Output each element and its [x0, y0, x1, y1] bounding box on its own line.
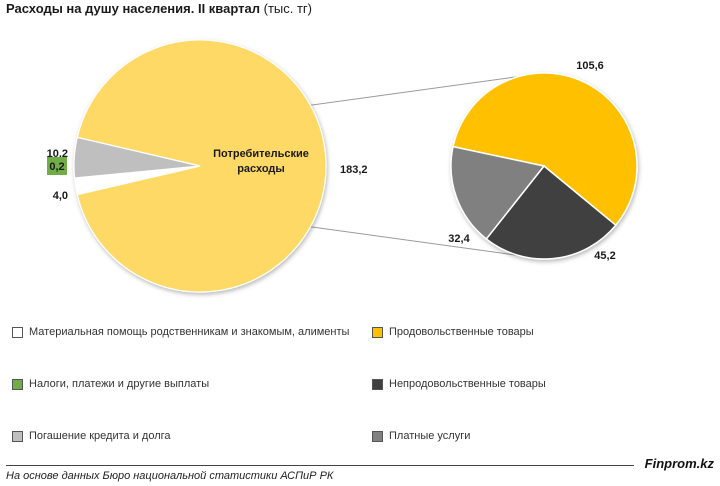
legend-item-food: Продовольственные товары — [372, 326, 534, 338]
legend-item-loan: Погашение кредита и долга — [12, 430, 171, 442]
data-label-nonfood: 45,2 — [594, 250, 615, 262]
data-label-material-help: 4,0 — [53, 190, 68, 202]
legend-label: Материальная помощь родственникам и знак… — [29, 326, 350, 338]
legend-label: Продовольственные товары — [389, 326, 534, 338]
legend-swatch — [12, 326, 23, 338]
sub-pie-slice — [450, 145, 546, 241]
chart-title: Расходы на душу населения. II квартал (т… — [6, 1, 312, 16]
legend-item-material-help: Материальная помощь родственникам и знак… — [12, 326, 349, 338]
legend-item-taxes: Налоги, платежи и другие выплаты — [12, 378, 209, 390]
legend-swatch — [372, 326, 383, 338]
data-label-consumer: 183,2 — [340, 164, 368, 176]
legend-label: Непродовольственные товары — [389, 378, 546, 390]
legend-swatch — [12, 378, 23, 390]
sub-pie-slice — [452, 72, 638, 227]
sub-pie-slice — [485, 164, 617, 260]
legend-swatch — [12, 430, 23, 442]
legend-item-nonfood: Непродовольственные товары — [372, 378, 546, 390]
legend-swatch — [372, 378, 383, 390]
data-label-taxes-box — [47, 157, 67, 175]
legend-item-services: Платные услуги — [372, 430, 470, 442]
legend: Материальная помощь родственникам и знак… — [10, 316, 710, 456]
legend-label: Налоги, платежи и другие выплаты — [29, 378, 210, 390]
main-pie-slice — [76, 39, 327, 293]
source-note: На основе данных Бюро национальной стати… — [6, 470, 334, 482]
legend-label: Погашение кредита и долга — [29, 430, 171, 442]
data-label-taxes: 0,2 — [49, 161, 64, 173]
data-label-food: 105,6 — [576, 60, 604, 72]
main-pie-center-label: расходы — [237, 163, 285, 175]
main-pie-slice — [73, 136, 201, 179]
brand-logo: Finprom.kz — [644, 456, 714, 471]
main-pie-center-label: Потребительские — [213, 148, 309, 160]
chart-title-main: Расходы на душу населения. II квартал — [6, 1, 260, 16]
legend-swatch — [372, 430, 383, 442]
chart-title-unit: (тыс. тг) — [263, 1, 312, 16]
footer-divider — [6, 465, 634, 466]
data-label-services: 32,4 — [448, 233, 470, 245]
bar-of-pie-chart: Потребительские расходы 183,2 10,20,2 4,0 105… — [47, 39, 638, 293]
data-label-loan: 10,2 — [47, 148, 68, 160]
legend-label: Платные услуги — [389, 430, 471, 442]
